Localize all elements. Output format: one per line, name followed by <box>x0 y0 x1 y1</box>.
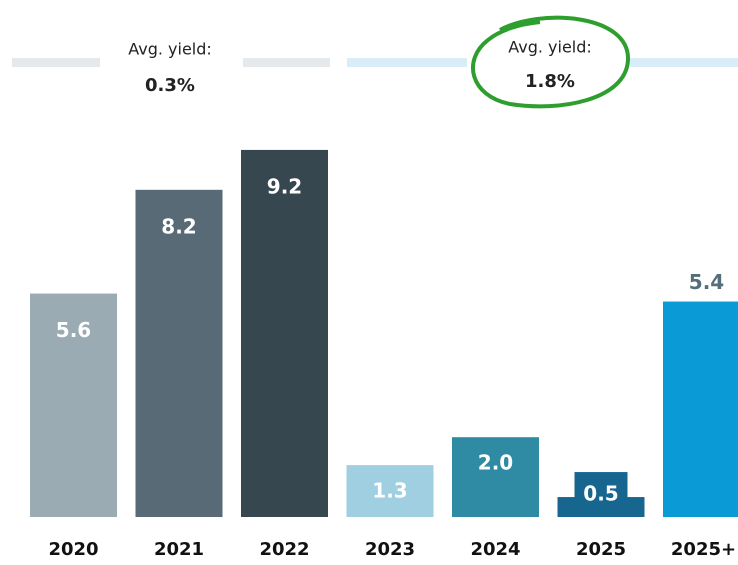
bar-value-label: 1.3 <box>372 479 407 503</box>
annotation-label: Avg. yield: <box>128 40 212 59</box>
bar <box>135 189 223 517</box>
bar-value-label: 9.2 <box>267 174 302 198</box>
highlight-circle <box>471 15 631 109</box>
period-band <box>243 58 330 67</box>
bar-value-label: 5.6 <box>56 318 91 342</box>
bar <box>557 497 645 517</box>
bar <box>30 293 117 517</box>
bar <box>241 149 328 518</box>
annotation-label: Avg. yield: <box>508 38 592 57</box>
x-tick-label: 2024 <box>470 539 520 560</box>
x-tick-label: 2021 <box>154 539 204 560</box>
bar <box>663 301 738 517</box>
x-tick-label: 2023 <box>365 539 415 560</box>
x-tick-label: 2022 <box>259 539 309 560</box>
period-band <box>347 58 467 67</box>
x-tick-label: 2020 <box>48 539 98 560</box>
bar-value-label: 2.0 <box>478 451 513 475</box>
label-tab <box>574 472 628 499</box>
annotation-value: 1.8% <box>525 71 575 92</box>
period-band <box>630 58 738 67</box>
x-tick-label: 2025 <box>576 539 626 560</box>
bar-value-label: 0.5 <box>583 482 618 506</box>
bar <box>452 437 539 517</box>
bar <box>346 465 434 517</box>
bar-value-label: 5.4 <box>689 270 724 294</box>
annotation-value: 0.3% <box>145 75 195 96</box>
period-band <box>12 58 100 67</box>
x-tick-label: 2025+ <box>671 539 736 560</box>
bar-value-label: 8.2 <box>161 214 196 238</box>
